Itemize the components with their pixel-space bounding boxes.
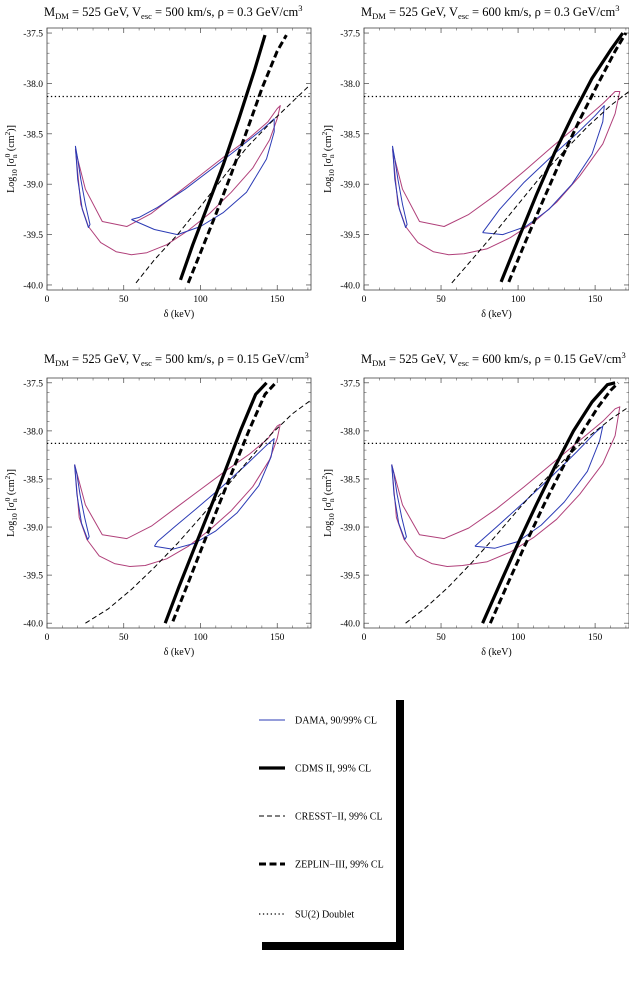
x-tick-label: 100 [193, 633, 208, 643]
y-tick-label: -38.5 [340, 475, 360, 485]
plot-frame [46, 377, 312, 629]
y-tick-label: -40.0 [23, 281, 43, 291]
x-tick-label: 0 [362, 633, 367, 643]
series-line-dama99 [392, 91, 621, 256]
legend-label: CRESST−II, 99% CL [295, 812, 383, 823]
y-tick-label: -40.0 [340, 620, 360, 630]
series-line-dama90 [153, 438, 275, 550]
x-axis-label: δ (keV) [164, 647, 195, 658]
y-tick-label: -38.5 [23, 475, 43, 485]
y-tick-label: -38.5 [340, 130, 360, 140]
series-line-cresst [85, 399, 311, 624]
series-line-zeplin [171, 381, 277, 622]
legend-label: CDMS II, 99% CL [295, 764, 371, 775]
series-line-cdms [481, 381, 616, 624]
x-tick-label: 150 [588, 633, 603, 643]
y-axis-label: Log10 [σn0 (cm2)] [3, 469, 19, 537]
legend-label: SU(2) Doublet [295, 910, 354, 921]
y-tick-label: -37.5 [23, 30, 43, 40]
series-line-cdms [163, 381, 268, 624]
series-group [364, 381, 629, 624]
series-line-zeplin [507, 32, 628, 283]
series-group [47, 381, 311, 624]
plot-panel-1: 0 50 100 150 -37.5 -38.0 -38.5 -39.0 -39.5 -40.0 M… [3, 3, 312, 320]
series-line-dama90 [74, 145, 91, 228]
legend-shadow-right [396, 700, 404, 950]
y-axis-label: Log10 [σn0 (cm2)] [3, 125, 19, 193]
y-tick-label: -38.5 [23, 130, 43, 140]
series-line-cdms [499, 32, 625, 283]
series-group [364, 32, 629, 284]
y-tick-label: -37.5 [340, 30, 360, 40]
x-tick-label: 150 [270, 633, 285, 643]
plot-panel-4: 0 50 100 150 -37.5 -38.0 -38.5 -39.0 -39.5 -40.0 M… [320, 350, 629, 658]
plot-panel-2: 0 50 100 150 -37.5 -38.0 -38.5 -39.0 -39.5 -40.0 M… [320, 3, 629, 320]
plot-title: MDM = 525 GeV, Vesc = 500 km/s, ρ = 0.15… [44, 350, 309, 368]
x-axis-label: δ (keV) [164, 309, 195, 320]
series-line-cresst [451, 91, 629, 284]
series-line-dama99 [74, 423, 281, 567]
y-tick-label: -39.5 [340, 231, 360, 241]
x-tick-label: 0 [45, 633, 50, 643]
x-tick-label: 100 [511, 633, 526, 643]
series-line-dama99 [74, 105, 281, 256]
y-tick-label: -38.0 [340, 427, 360, 437]
y-tick-label: -37.5 [340, 379, 360, 389]
y-axis-label: Log10 [σn0 (cm2)] [320, 125, 336, 193]
x-tick-label: 100 [193, 295, 208, 305]
x-axis-label: δ (keV) [481, 309, 512, 320]
series-line-dama90 [74, 464, 90, 540]
y-tick-label: -39.0 [23, 181, 43, 191]
y-tick-label: -39.0 [340, 524, 360, 534]
plot-panel-3: 0 50 100 150 -37.5 -38.0 -38.5 -39.0 -39.5 -40.0 M… [3, 350, 312, 658]
x-tick-label: 100 [511, 295, 526, 305]
x-tick-label: 150 [588, 295, 603, 305]
y-tick-label: -39.0 [23, 524, 43, 534]
x-tick-label: 0 [45, 295, 50, 305]
y-tick-label: -40.0 [23, 620, 43, 630]
series-line-cdms [178, 34, 267, 281]
plot-title: MDM = 525 GeV, Vesc = 600 km/s, ρ = 0.15… [361, 350, 626, 368]
legend-shadow-bottom [262, 942, 404, 950]
plot-frame [363, 377, 629, 629]
plot-title: MDM = 525 GeV, Vesc = 600 km/s, ρ = 0.3 … [361, 3, 620, 21]
series-line-zeplin [488, 381, 620, 624]
y-tick-label: -38.0 [340, 80, 360, 90]
plot-title: MDM = 525 GeV, Vesc = 500 km/s, ρ = 0.3 … [44, 3, 303, 21]
series-line-cresst [135, 85, 310, 284]
x-tick-label: 50 [436, 295, 446, 305]
series-line-dama90 [474, 425, 604, 549]
x-axis-label: δ (keV) [481, 647, 512, 658]
x-tick-label: 50 [119, 295, 129, 305]
y-tick-label: -37.5 [23, 379, 43, 389]
y-tick-label: -39.5 [23, 231, 43, 241]
y-axis-label: Log10 [σn0 (cm2)] [320, 469, 336, 537]
x-tick-label: 0 [362, 295, 367, 305]
y-tick-label: -39.5 [340, 572, 360, 582]
legend-label: DAMA, 90/99% CL [295, 716, 377, 727]
y-tick-label: -38.0 [23, 80, 43, 90]
x-tick-label: 50 [119, 633, 129, 643]
plot-frame [363, 27, 629, 291]
series-line-cresst [405, 406, 629, 624]
series-line-dama90 [131, 118, 275, 236]
y-tick-label: -39.0 [340, 181, 360, 191]
legend: DAMA, 90/99% CL CDMS II, 99% CL CRESST−II,… [259, 700, 404, 950]
y-tick-label: -39.5 [23, 572, 43, 582]
series-line-dama90 [392, 145, 408, 228]
y-tick-label: -38.0 [23, 427, 43, 437]
x-tick-label: 50 [436, 633, 446, 643]
series-line-dama90 [482, 105, 605, 236]
x-tick-label: 150 [270, 295, 285, 305]
y-tick-label: -40.0 [340, 281, 360, 291]
series-line-dama99 [391, 406, 621, 567]
plot-frame [46, 27, 312, 291]
legend-label: ZEPLIN−III, 99% CL [295, 860, 384, 871]
series-line-zeplin [186, 34, 288, 284]
series-line-dama90 [391, 464, 407, 540]
series-group [47, 34, 311, 284]
